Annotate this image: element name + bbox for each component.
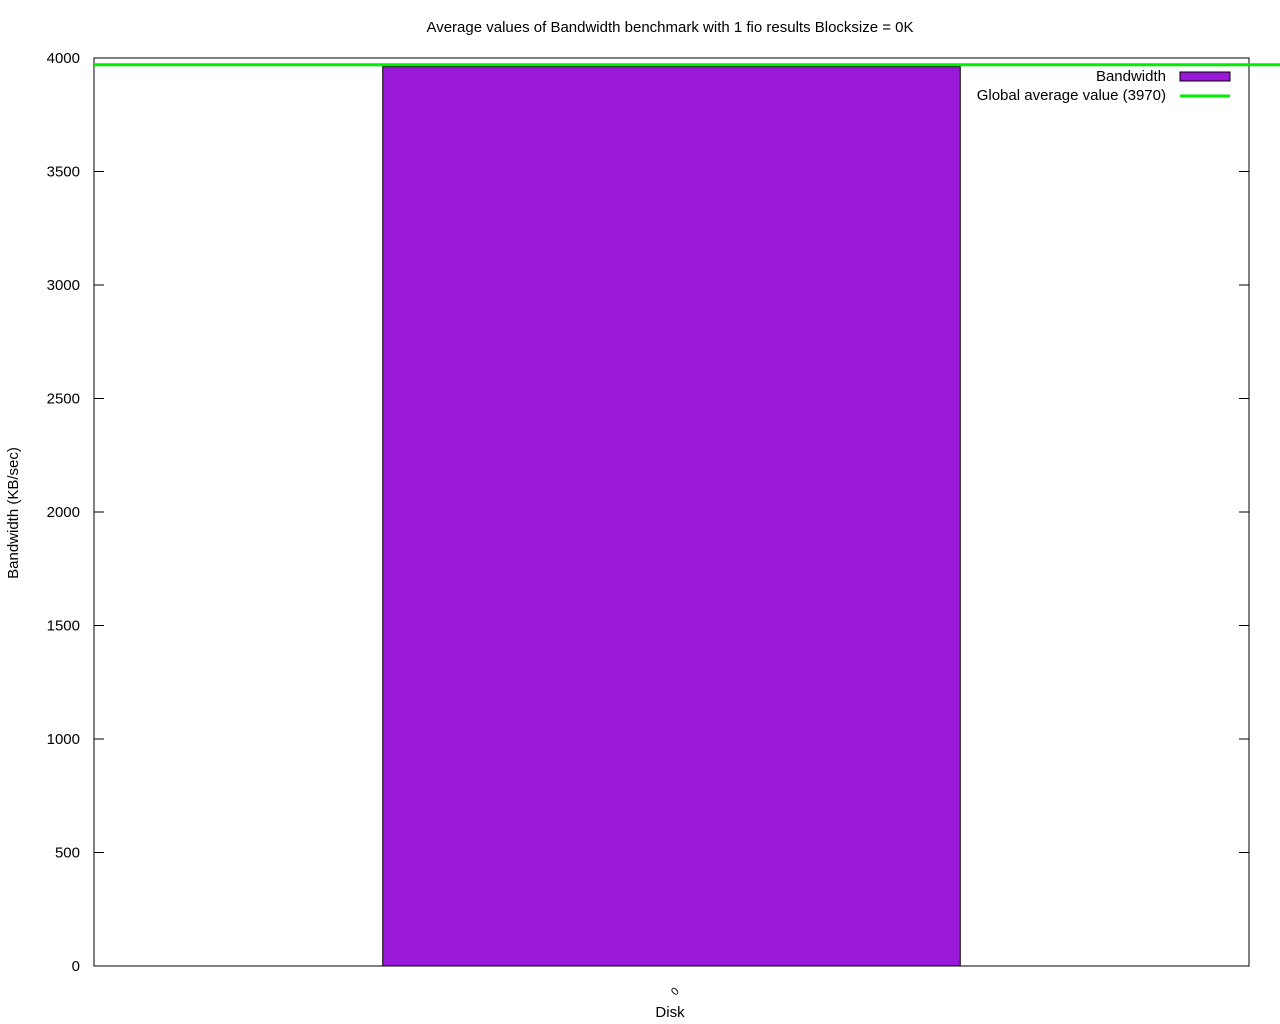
y-tick-label-500: 500: [55, 845, 80, 862]
y-tick-label-3500: 3500: [47, 164, 80, 181]
y-tick-label-4000: 4000: [47, 50, 80, 67]
plot-frame: [93, 57, 1250, 967]
y-tick-label-1000: 1000: [47, 731, 80, 748]
y-tick-label-1500: 1500: [47, 618, 80, 635]
y-axis-label: Bandwidth (KB/sec): [5, 447, 22, 579]
x-tick-label-0: 0: [669, 985, 682, 998]
y-tick-label-2500: 2500: [47, 391, 80, 408]
chart-title: Average values of Bandwidth benchmark wi…: [426, 19, 913, 36]
plot-area: 0 500 1000 1500 2000 2500 3000 3500 4000 0: [47, 50, 1280, 998]
y-tick-label-3000: 3000: [47, 277, 80, 294]
legend-bandwidth-swatch: [1179, 71, 1231, 82]
y-tick-label-0: 0: [72, 958, 80, 975]
legend: Bandwidth Global average value (3970): [977, 68, 1231, 104]
y-tick-label-2000: 2000: [47, 504, 80, 521]
x-axis-label: Disk: [655, 1004, 685, 1021]
legend-average-label: Global average value (3970): [977, 87, 1166, 104]
legend-bandwidth-label: Bandwidth: [1096, 68, 1166, 85]
bar-0: [382, 66, 961, 967]
